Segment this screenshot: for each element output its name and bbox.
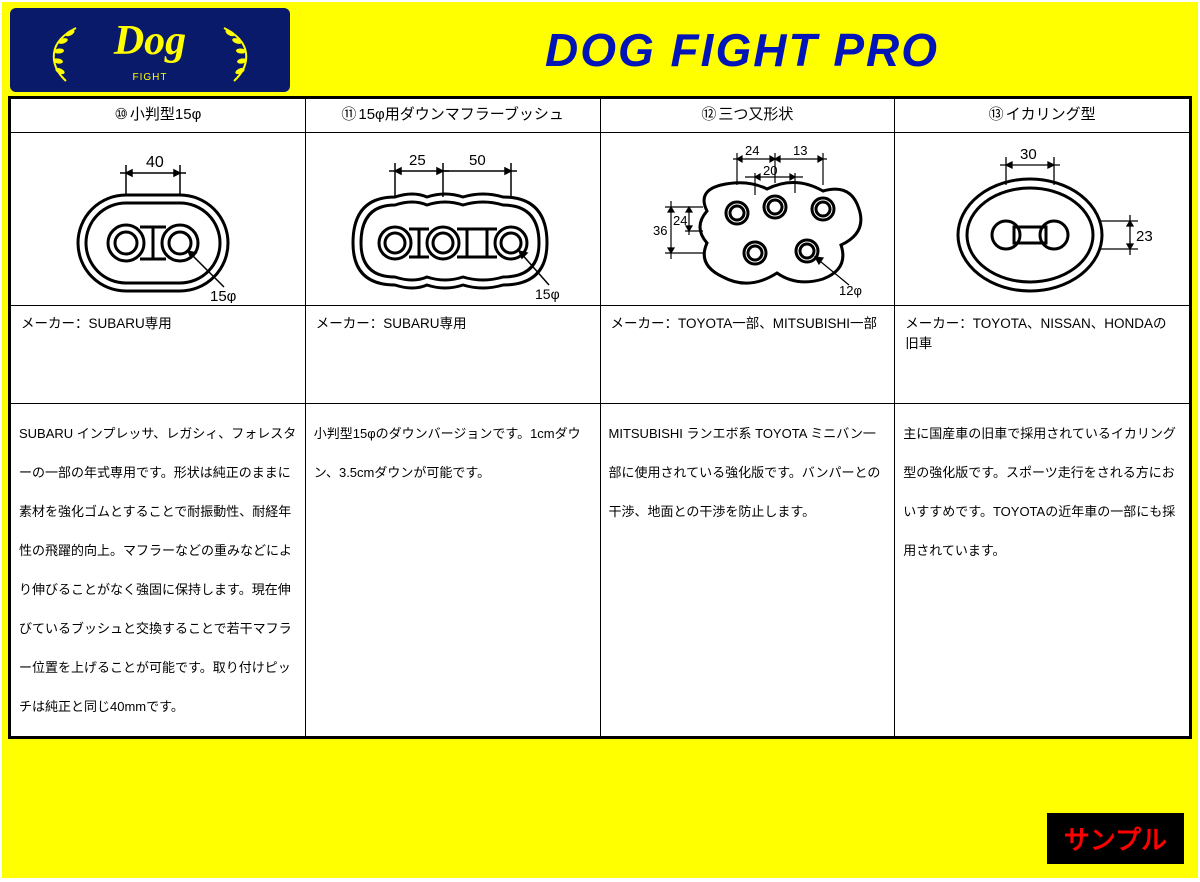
desc-0: SUBARU インプレッサ、レガシィ、フォレスターの一部の年式専用です。形状は純… [11, 404, 306, 737]
diagram-row: 40 15φ [11, 133, 1190, 306]
diagram-2: 24 13 20 [607, 135, 887, 303]
logo-text: Dog [114, 17, 186, 65]
page-frame: Dog FIGHT DOG FIGHT PRO ⑩小判型15φ ⑪15φ用ダウン… [2, 2, 1198, 878]
dim-36: 36 [653, 223, 667, 238]
dim-23: 23 [1136, 228, 1153, 245]
dim-13: 13 [793, 143, 807, 158]
dim-40: 40 [146, 154, 164, 171]
laurel-left-icon [46, 23, 86, 83]
maker-2: メーカー：TOYOTA一部、MITSUBISHI一部 [600, 306, 895, 404]
diagram-0: 40 15φ [38, 135, 278, 303]
col-header-3: ⑬イカリング型 [895, 99, 1190, 133]
diagram-1: 25 50 15φ [313, 135, 593, 303]
header-row: ⑩小判型15φ ⑪15φ用ダウンマフラーブッシュ ⑫三つ又形状 ⑬イカリング型 [11, 99, 1190, 133]
diagram-cell-2: 24 13 20 [600, 133, 895, 306]
header: Dog FIGHT DOG FIGHT PRO [6, 6, 1194, 94]
desc-2: MITSUBISHI ランエボ系 TOYOTA ミニバン一部に使用されている強化… [600, 404, 895, 737]
page-title: DOG FIGHT PRO [290, 23, 1194, 77]
diagram-cell-3: 30 23 [895, 133, 1190, 306]
maker-3: メーカー：TOYOTA、NISSAN、HONDAの旧車 [895, 306, 1190, 404]
dim-30: 30 [1020, 146, 1037, 163]
maker-0: メーカー：SUBARU専用 [11, 306, 306, 404]
dim-24b: 24 [673, 213, 687, 228]
logo-box: Dog FIGHT [10, 8, 290, 92]
dim-50: 50 [469, 152, 486, 169]
laurel-right-icon [214, 23, 254, 83]
dim-12phi: 12φ [839, 283, 862, 298]
col-header-1: ⑪15φ用ダウンマフラーブッシュ [305, 99, 600, 133]
diagram-3: 30 23 [912, 135, 1172, 303]
logo-subtext: FIGHT [133, 72, 168, 83]
diagram-cell-0: 40 15φ [11, 133, 306, 306]
maker-1: メーカー：SUBARU専用 [305, 306, 600, 404]
product-table: ⑩小判型15φ ⑪15φ用ダウンマフラーブッシュ ⑫三つ又形状 ⑬イカリング型 [8, 96, 1192, 739]
maker-row: メーカー：SUBARU専用 メーカー：SUBARU専用 メーカー：TOYOTA一… [11, 306, 1190, 404]
dim-15phi-b: 15φ [535, 286, 560, 302]
dim-25: 25 [409, 152, 426, 169]
diagram-cell-1: 25 50 15φ [305, 133, 600, 306]
sample-badge: サンプル [1047, 813, 1184, 864]
dim-20: 20 [763, 163, 777, 178]
dim-24a: 24 [745, 143, 759, 158]
desc-3: 主に国産車の旧車で採用されているイカリング型の強化版です。スポーツ走行をされる方… [895, 404, 1190, 737]
desc-1: 小判型15φのダウンバージョンです。1cmダウン、3.5cmダウンが可能です。 [305, 404, 600, 737]
dim-15phi: 15φ [210, 288, 237, 303]
col-header-0: ⑩小判型15φ [11, 99, 306, 133]
col-header-2: ⑫三つ又形状 [600, 99, 895, 133]
desc-row: SUBARU インプレッサ、レガシィ、フォレスターの一部の年式専用です。形状は純… [11, 404, 1190, 737]
